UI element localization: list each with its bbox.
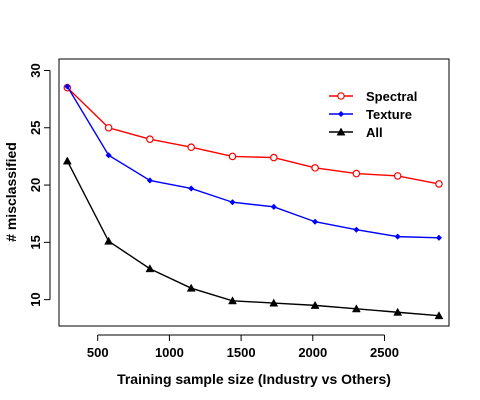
data-point [187,143,195,152]
x-axis: 500 1000 1500 2000 2500 [87,334,399,360]
series-line-spectral [66,87,440,185]
legend-item-texture: Texture [329,107,412,122]
data-point [188,185,195,192]
plot-frame [58,58,450,327]
legend-label: Texture [366,107,412,122]
data-point [270,203,277,210]
data-point [311,218,319,225]
x-tick-label: 500 [87,345,109,360]
y-tick-label: 15 [28,235,43,249]
legend-item-spectral: Spectral [329,89,417,104]
data-point [435,180,443,188]
x-axis-label: Training sample size (Industry vs Others… [117,371,391,387]
data-point [351,304,361,313]
x-tick-label: 2500 [370,345,399,360]
data-point [64,83,71,90]
data-point [352,169,361,178]
series-line-texture [66,86,439,239]
data-point [353,226,360,233]
data-point [269,298,279,307]
data-point [62,156,72,165]
data-point [228,152,237,161]
data-point [393,307,403,316]
y-tick-label: 25 [28,121,43,135]
legend-item-all: All [329,125,383,140]
data-point [104,123,113,132]
data-point [269,153,278,162]
y-axis: 10 15 20 25 30 [28,63,51,307]
y-tick-label: 20 [28,178,43,192]
series-spectral [63,83,443,188]
data-point [186,283,196,292]
data-point [393,172,402,180]
y-axis-label: # misclassified [3,142,19,242]
data-point [104,236,114,245]
data-point [337,92,345,100]
data-point [105,152,112,159]
data-point [229,199,236,206]
data-point [310,300,320,309]
series-layer [62,83,444,320]
x-tick-label: 1500 [227,345,256,360]
data-point [228,296,237,305]
x-tick-label: 2000 [298,345,327,360]
data-point [146,177,154,184]
legend: Spectral Texture All [329,89,417,140]
series-all [62,156,444,320]
x-tick-label: 1000 [155,345,184,360]
data-point [145,264,155,273]
data-point [146,135,154,144]
data-point [394,233,401,240]
series-texture [64,83,443,241]
series-line-all [66,160,440,317]
y-tick-label: 10 [28,292,43,306]
data-point [337,110,345,118]
legend-label: Spectral [366,89,417,104]
y-tick-label: 30 [28,63,43,77]
data-point [435,234,443,241]
data-point [311,164,319,172]
legend-label: All [366,125,383,140]
data-point [336,127,346,136]
data-point [434,311,444,320]
